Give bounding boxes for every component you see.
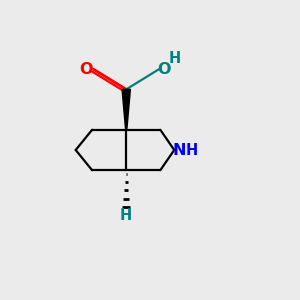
Text: O: O [79, 62, 93, 77]
Text: H: H [120, 208, 132, 224]
Text: O: O [157, 62, 170, 77]
Polygon shape [122, 89, 130, 130]
Text: H: H [185, 143, 198, 158]
Text: N: N [172, 142, 186, 158]
Text: H: H [168, 51, 181, 66]
